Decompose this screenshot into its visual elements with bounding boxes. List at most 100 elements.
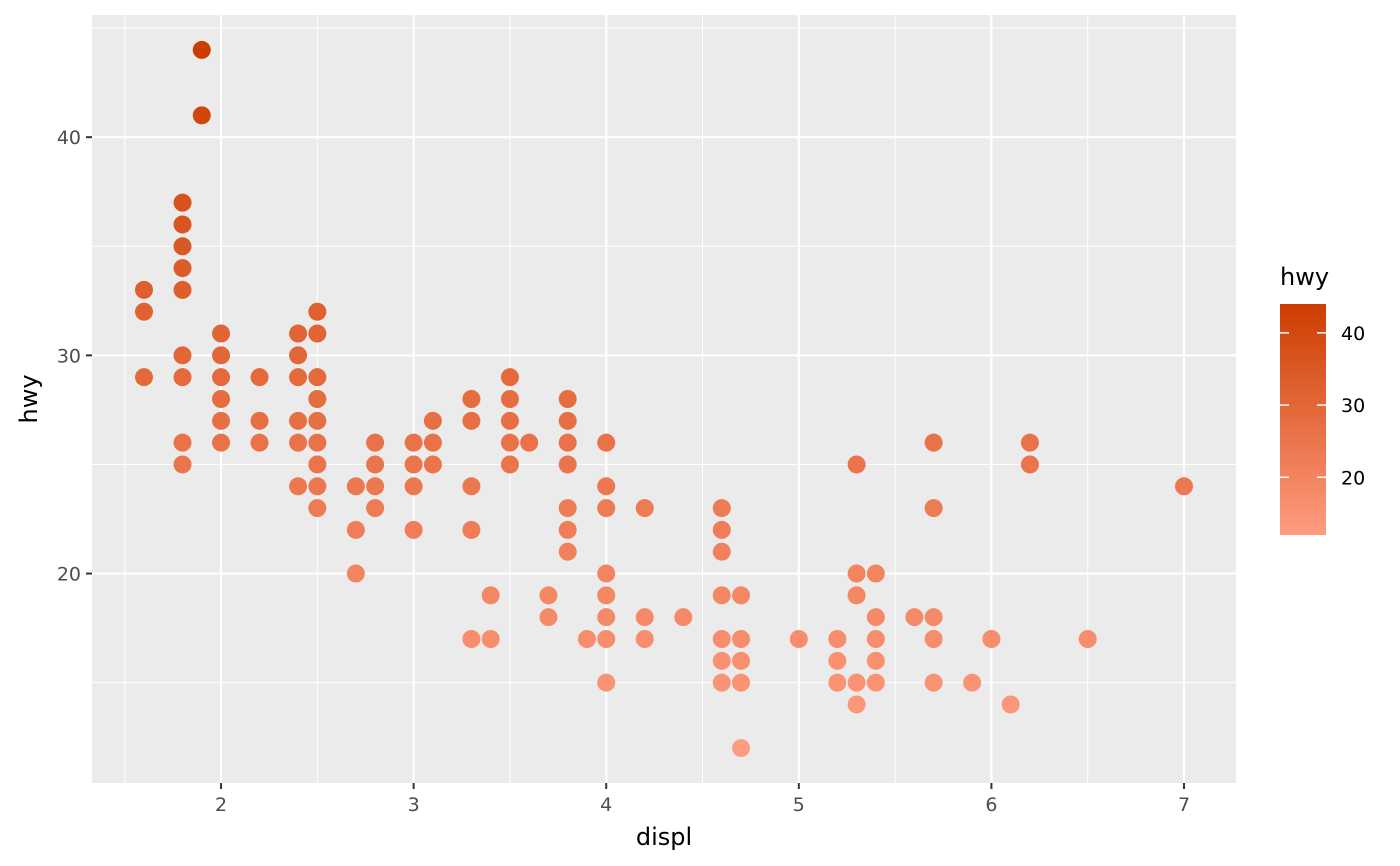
data-point xyxy=(732,739,751,758)
data-point xyxy=(481,630,500,648)
data-point xyxy=(500,411,519,430)
y-tick-label: 40 xyxy=(57,127,81,149)
data-point xyxy=(1001,695,1020,714)
data-point xyxy=(308,477,327,496)
data-point xyxy=(828,673,847,692)
legend-tick-label: 30 xyxy=(1341,395,1365,417)
data-point xyxy=(192,40,211,59)
data-point xyxy=(212,390,231,408)
legend-tick-label: 40 xyxy=(1341,323,1365,345)
x-tick-label: 2 xyxy=(215,794,227,816)
data-point xyxy=(173,455,192,474)
data-point xyxy=(404,433,423,452)
data-point xyxy=(462,520,481,539)
data-point xyxy=(250,411,269,430)
data-point xyxy=(346,520,365,539)
data-points xyxy=(135,40,1193,758)
data-point xyxy=(866,608,885,627)
data-point xyxy=(1175,477,1193,496)
data-point xyxy=(597,433,616,452)
data-point xyxy=(135,280,153,299)
data-point xyxy=(404,455,423,474)
data-point xyxy=(982,630,1001,648)
data-point xyxy=(308,302,327,321)
x-tick-label: 7 xyxy=(1178,794,1190,816)
data-point xyxy=(712,651,731,670)
data-point xyxy=(597,630,616,648)
data-point xyxy=(905,608,924,627)
data-point xyxy=(1020,455,1039,474)
data-point xyxy=(924,433,943,452)
data-point xyxy=(212,346,231,365)
data-point xyxy=(539,586,558,605)
data-point xyxy=(866,564,885,583)
data-point xyxy=(732,673,751,692)
data-point xyxy=(712,630,731,648)
data-point xyxy=(423,411,442,430)
legend-title: hwy xyxy=(1280,263,1329,291)
data-point xyxy=(1020,433,1039,452)
y-axis-title: hwy xyxy=(15,374,43,423)
legend-tick-label: 20 xyxy=(1341,467,1365,489)
data-point xyxy=(173,193,192,212)
data-point xyxy=(308,368,327,387)
data-point xyxy=(520,433,539,452)
data-point xyxy=(289,477,308,496)
data-point xyxy=(789,630,808,648)
x-axis-title: displ xyxy=(636,823,692,851)
color-legend: hwy 20 30 40 xyxy=(1280,263,1365,535)
data-point xyxy=(577,630,596,648)
data-point xyxy=(500,390,519,408)
data-point xyxy=(539,608,558,627)
data-point xyxy=(404,477,423,496)
data-point xyxy=(366,499,385,518)
data-point xyxy=(597,477,616,496)
data-point xyxy=(462,630,481,648)
data-point xyxy=(712,542,731,561)
data-point xyxy=(404,520,423,539)
data-point xyxy=(847,455,866,474)
data-point xyxy=(423,433,442,452)
data-point xyxy=(212,411,231,430)
data-point xyxy=(308,411,327,430)
data-point xyxy=(1078,630,1097,648)
data-point xyxy=(597,586,616,605)
data-point xyxy=(500,433,519,452)
data-point xyxy=(924,499,943,518)
major-gridlines xyxy=(92,15,1236,783)
data-point xyxy=(558,455,577,474)
data-point xyxy=(712,586,731,605)
data-point xyxy=(558,433,577,452)
data-point xyxy=(173,346,192,365)
data-point xyxy=(847,586,866,605)
data-point xyxy=(308,455,327,474)
data-point xyxy=(481,586,500,605)
data-point xyxy=(635,608,654,627)
data-point xyxy=(462,390,481,408)
y-tick-label: 20 xyxy=(57,564,81,586)
data-point xyxy=(712,499,731,518)
data-point xyxy=(732,630,751,648)
data-point xyxy=(135,368,153,387)
data-point xyxy=(308,433,327,452)
data-point xyxy=(173,237,192,256)
data-point xyxy=(212,324,231,343)
data-point xyxy=(558,520,577,539)
data-point xyxy=(597,499,616,518)
data-point xyxy=(423,455,442,474)
data-point xyxy=(289,346,308,365)
data-point xyxy=(500,368,519,387)
x-tick-label: 3 xyxy=(408,794,420,816)
data-point xyxy=(847,673,866,692)
data-point xyxy=(597,564,616,583)
y-tick-label: 30 xyxy=(57,345,81,367)
data-point xyxy=(500,455,519,474)
data-point xyxy=(289,324,308,343)
data-point xyxy=(173,259,192,278)
data-point xyxy=(366,433,385,452)
data-point xyxy=(712,673,731,692)
data-point xyxy=(250,368,269,387)
data-point xyxy=(308,390,327,408)
data-point xyxy=(366,477,385,496)
